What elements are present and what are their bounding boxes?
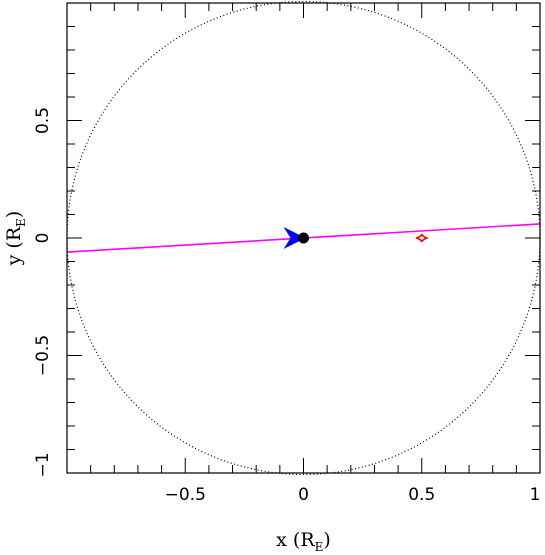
y-tick-label: −0.5 — [33, 335, 53, 376]
x-tick-label: 0 — [298, 485, 309, 505]
y-axis-label-sub: E — [14, 218, 28, 227]
x-axis-label-main: x (R — [276, 529, 315, 551]
y-tick-label: 0.5 — [33, 107, 53, 134]
caustic-marker — [415, 233, 428, 243]
y-tick-label: −1 — [33, 452, 53, 477]
plot-frame — [66, 2, 541, 474]
x-tick-label: 0.5 — [408, 485, 435, 505]
y-axis-label-close: ) — [3, 211, 25, 218]
y-axis-label: y (RE) — [3, 211, 28, 267]
x-axis-label-sub: E — [315, 540, 324, 554]
direction-arrow-icon — [283, 227, 306, 249]
x-axis-label-close: ) — [323, 529, 330, 551]
tick-labels: −0.5 0 0.5 1 −1 −0.5 0 0.5 — [33, 107, 540, 505]
lens-point — [298, 232, 309, 244]
x-tick-label: −0.5 — [165, 485, 206, 505]
y-axis-label-main: y (R — [3, 226, 25, 266]
y-tick-label: 0 — [33, 233, 53, 244]
x-axis-label: x (RE) — [276, 529, 331, 554]
x-tick-label: 1 — [530, 485, 541, 505]
